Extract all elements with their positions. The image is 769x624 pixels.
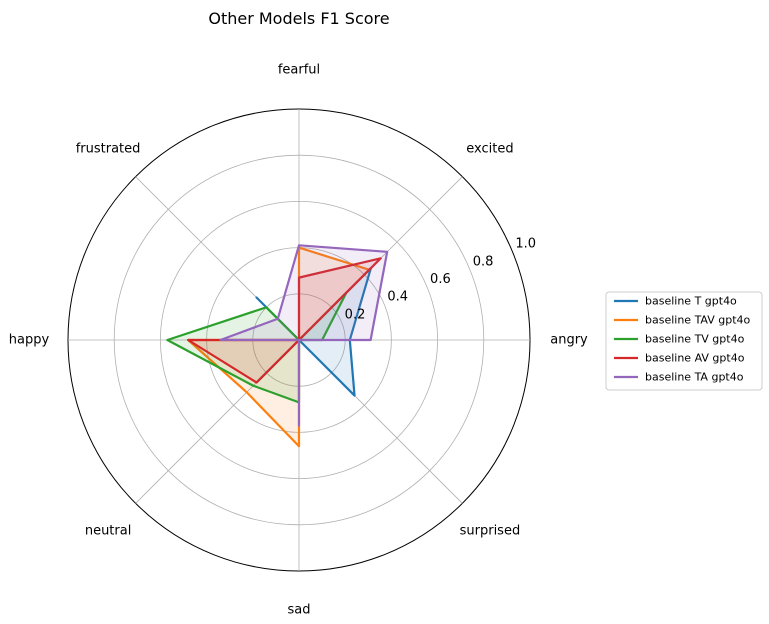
radial-tick-label: 1.0 [515, 237, 536, 252]
category-label-happy: happy [9, 333, 50, 348]
series-fill-4 [220, 245, 388, 426]
series-fill-3 [188, 258, 381, 383]
series-line-4 [219, 244, 389, 427]
legend-frame [605, 291, 763, 391]
radial-tick-label: 0.6 [430, 272, 451, 287]
chart-legend: baseline T gpt4o baseline TAV gpt4o baseli… [605, 291, 763, 391]
radial-tick-label: 0.8 [473, 254, 494, 269]
radial-tick-label: 0.2 [345, 307, 366, 322]
category-label-excited: excited [466, 142, 513, 157]
category-label-neutral: neutral [85, 523, 132, 538]
series-fill-1 [188, 247, 370, 447]
radar-series [166, 244, 389, 448]
legend-label-3: baseline AV gpt4o [645, 352, 745, 365]
category-label-fearful: fearful [278, 63, 320, 78]
legend-label-4: baseline TA gpt4o [645, 371, 744, 384]
series-fill-2 [167, 292, 347, 403]
legend-label-1: baseline TAV gpt4o [645, 314, 751, 327]
legend-label-2: baseline TV gpt4o [645, 333, 745, 346]
radial-tick-label: 0.4 [387, 290, 408, 305]
legend-label-0: baseline T gpt4o [645, 295, 737, 308]
category-label-frustrated: frustrated [76, 142, 141, 157]
category-label-surprised: surprised [460, 523, 521, 538]
radar-labels: 0.2 0.4 0.6 0.8 1.0 angry excited fearful frustr… [9, 63, 588, 618]
category-label-angry: angry [550, 333, 588, 348]
chart-title: Other Models F1 Score [208, 9, 389, 28]
category-label-sad: sad [288, 603, 311, 618]
